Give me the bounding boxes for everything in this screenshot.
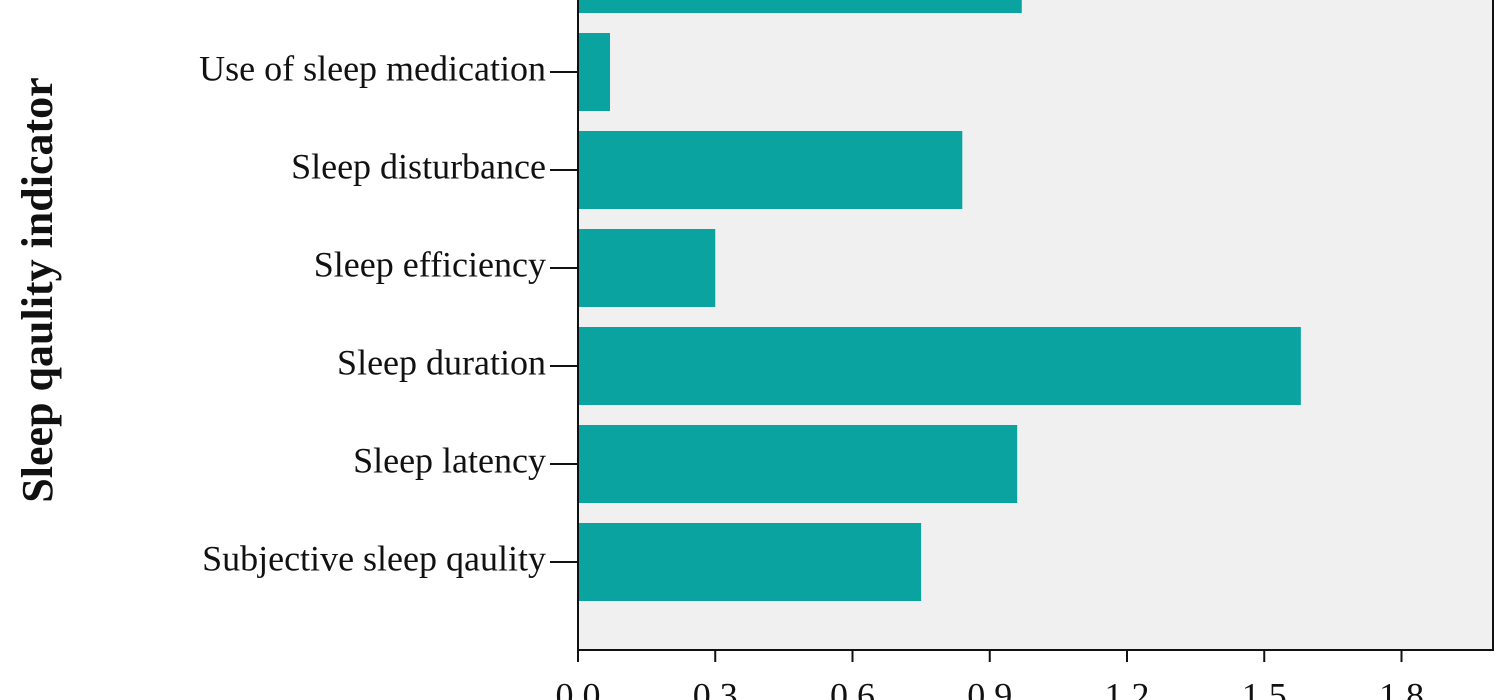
bar: [578, 523, 922, 601]
y-tick-label: Sleep disturbance: [291, 146, 546, 186]
x-tick-label: 1.5: [1242, 676, 1287, 700]
y-tick-label: Sleep duration: [337, 342, 546, 382]
x-tick-label: 0.3: [693, 676, 738, 700]
x-tick-label: 0.0: [556, 676, 601, 700]
bar: [578, 0, 1022, 13]
x-tick-label: 1.8: [1379, 676, 1424, 700]
x-tick-label: 0.9: [967, 676, 1012, 700]
y-tick-label: Use of sleep medication: [199, 48, 546, 88]
x-tick-label: 0.6: [830, 676, 875, 700]
bar: [578, 425, 1018, 503]
y-tick-label: Subjective sleep qaulity: [202, 538, 546, 578]
bar: [578, 33, 611, 111]
y-axis-label: Sleep qaulity indicator: [13, 77, 62, 502]
bar: [578, 131, 963, 209]
y-tick-label: Sleep latency: [353, 440, 546, 480]
x-tick-label: 1.2: [1105, 676, 1150, 700]
bar: [578, 229, 716, 307]
bar: [578, 327, 1301, 405]
y-tick-label: Sleep efficiency: [314, 244, 546, 284]
